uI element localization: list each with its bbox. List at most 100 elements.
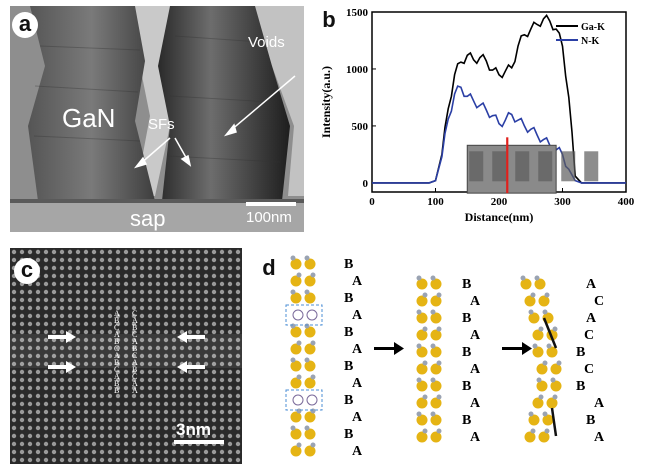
ga-atom [304, 377, 316, 389]
inset-tem-image [466, 137, 599, 194]
n-atom [422, 394, 428, 400]
x-tick-label: 300 [554, 196, 571, 208]
ga-atom [430, 312, 442, 324]
ga-atom [416, 363, 428, 375]
vacancy-box [285, 389, 323, 411]
ga-atom [416, 397, 428, 409]
layer-letter: B [344, 325, 353, 340]
x-tick-label: 0 [369, 196, 375, 208]
layer-letter: B [344, 393, 353, 408]
ga-atom [304, 258, 316, 270]
n-atom [430, 377, 436, 383]
layer-letter: B [344, 291, 353, 306]
ga-atom [290, 360, 302, 372]
ga-atom [430, 295, 442, 307]
layer-letter: A [352, 274, 363, 289]
ga-atom [290, 428, 302, 440]
ga-atom [536, 363, 548, 375]
n-atom [422, 428, 428, 434]
x-tick-label: 100 [427, 196, 444, 208]
ga-atom [524, 431, 536, 443]
n-atom [290, 323, 296, 329]
ga-atom [430, 329, 442, 341]
stack-letter-right: A [132, 316, 138, 325]
layer-letter: B [576, 345, 585, 360]
n-atom [536, 377, 542, 383]
ga-atom [546, 397, 558, 409]
n-atom [304, 357, 310, 363]
n-atom [436, 292, 442, 298]
ga-atom [304, 343, 316, 355]
vacancy-site [306, 394, 318, 406]
panel-a: a Voids GaN SFs sap 100nm [10, 6, 304, 232]
layer-letter: A [594, 430, 605, 445]
ga-atom [430, 397, 442, 409]
stack-letter-right: C [132, 309, 137, 318]
layer-letter: B [462, 345, 471, 360]
x-axis-label: Distance(nm) [465, 210, 534, 224]
ga-atom [416, 295, 428, 307]
ga-atom [534, 278, 546, 290]
inset-texture [492, 151, 507, 182]
n-atom [542, 411, 548, 417]
eds-line-chart: 0 100 200 300 400 0 500 1000 1500 Distance(nm) Int… [319, 7, 635, 224]
ga-atom [290, 411, 302, 423]
ga-atom [290, 343, 302, 355]
n-atom [296, 374, 302, 380]
n-atom [538, 326, 544, 332]
layer-letter: B [344, 427, 353, 442]
layer-letter: A [470, 362, 481, 377]
ga-atom [538, 431, 550, 443]
ga-atom [304, 360, 316, 372]
y-tick-label: 1500 [346, 7, 369, 19]
stack-letter-left: B [114, 379, 119, 388]
ga-atom [430, 380, 442, 392]
n-atom [520, 275, 526, 281]
layer-letter: A [470, 294, 481, 309]
ga-atom [416, 329, 428, 341]
ga-atom [536, 380, 548, 392]
ga-atom [550, 363, 562, 375]
n-atom [530, 428, 536, 434]
stack-letter-left: B [114, 316, 119, 325]
stack-letter-right: B [132, 365, 137, 374]
n-atom [436, 394, 442, 400]
ga-atom [290, 258, 302, 270]
layer-letter: A [586, 277, 597, 292]
y-tick-label: 500 [352, 121, 369, 133]
vacancy-box [285, 304, 323, 326]
n-atom [552, 326, 558, 332]
stack-letter-left: B [114, 337, 119, 346]
n-atom [304, 255, 310, 261]
ga-atom [290, 292, 302, 304]
layer-letter: B [462, 277, 471, 292]
n-atom [544, 428, 550, 434]
inset-texture [515, 151, 530, 182]
ga-atom [524, 295, 536, 307]
layer-letter: A [352, 308, 363, 323]
layer-letter: A [586, 311, 597, 326]
inset-texture [538, 151, 553, 182]
stack-letter-right: A [132, 379, 138, 388]
ga-atom [304, 275, 316, 287]
layer-letter: A [594, 396, 605, 411]
stack-letter-right: B [132, 344, 137, 353]
panel-label-b: b [316, 8, 342, 34]
n-atom [538, 394, 544, 400]
n-atom [528, 411, 534, 417]
y-tick-label: 0 [363, 178, 369, 190]
n-atom [430, 411, 436, 417]
layer-letter: A [470, 430, 481, 445]
n-atom [436, 326, 442, 332]
y-axis-label: Intensity(a.u.) [319, 66, 333, 138]
stack-letter-right: C [132, 330, 137, 339]
n-atom [290, 425, 296, 431]
stack-letter-left: A [114, 330, 120, 339]
stack-letter-right: A [132, 358, 138, 367]
scale-bar-a [246, 202, 296, 206]
legend-label: Ga-K [581, 22, 605, 33]
n-atom [290, 357, 296, 363]
n-atom [546, 343, 552, 349]
ga-atom [416, 278, 428, 290]
